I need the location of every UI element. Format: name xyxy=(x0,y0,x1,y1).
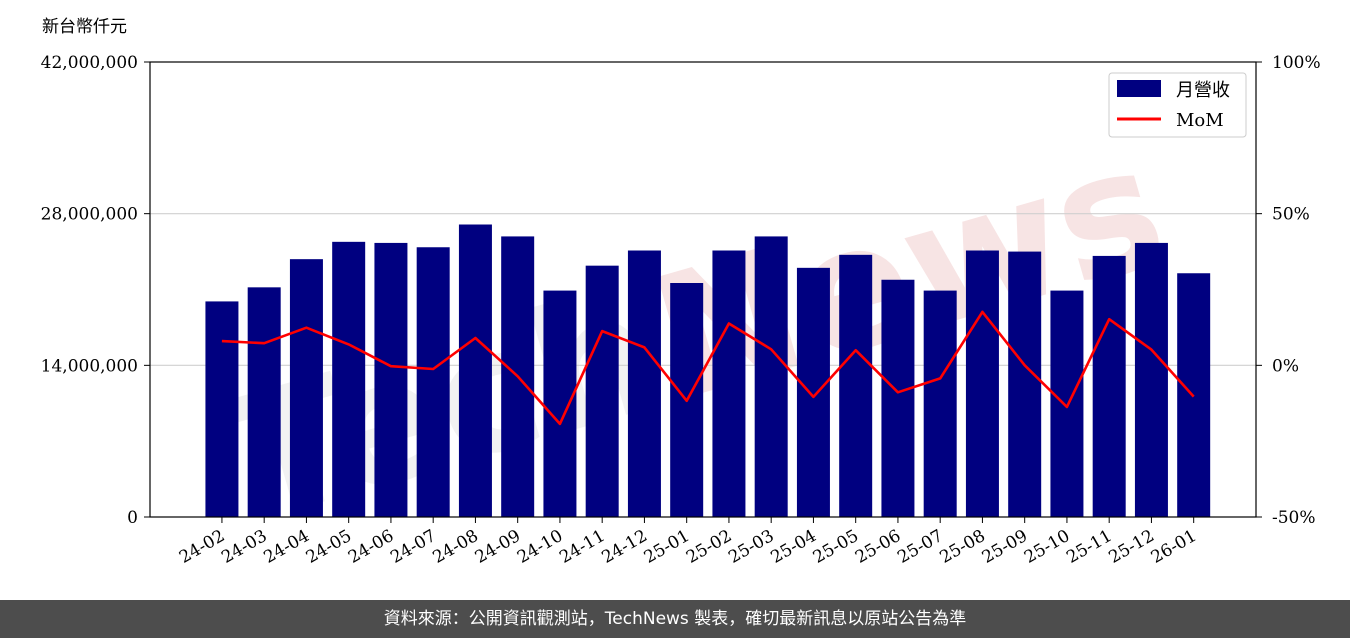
left-tick-label: 14,000,000 xyxy=(41,356,138,376)
bar-24-12 xyxy=(627,250,661,517)
bar-24-08 xyxy=(458,224,492,517)
left-tick-label: 42,000,000 xyxy=(41,53,138,73)
x-tick-label-25-04: 25-04 xyxy=(767,526,819,568)
x-tick-label-24-10: 24-10 xyxy=(514,526,566,568)
bar-25-05 xyxy=(839,254,873,518)
left-tick-label: 0 xyxy=(127,508,138,528)
legend-bar-swatch xyxy=(1117,80,1161,97)
source-footer: 資料來源：公開資訊觀測站，TechNews 製表，確切最新訊息以原站公告為準 xyxy=(0,600,1350,638)
x-tick-label-25-06: 25-06 xyxy=(852,526,904,568)
bar-25-03 xyxy=(754,236,788,517)
left-tick-label: 28,000,000 xyxy=(41,205,138,225)
bar-24-02 xyxy=(205,301,239,517)
right-tick-label: 0% xyxy=(1272,356,1299,376)
x-tick-label-25-05: 25-05 xyxy=(810,526,862,568)
x-tick-label-25-11: 25-11 xyxy=(1063,526,1115,568)
x-tick-label-24-02: 24-02 xyxy=(176,526,228,568)
bar-24-10 xyxy=(543,290,577,517)
x-tick-label-24-11: 24-11 xyxy=(556,526,608,568)
bar-25-11 xyxy=(1092,255,1126,517)
x-tick-label-24-09: 24-09 xyxy=(472,526,524,568)
right-axis: -50% 0% 50% 100% xyxy=(1256,53,1321,528)
right-tick-label: -50% xyxy=(1272,508,1316,528)
bar-24-11 xyxy=(585,265,619,517)
left-axis: 0 14,000,000 28,000,000 42,000,000 xyxy=(41,53,150,528)
bar-24-05 xyxy=(332,241,366,518)
x-tick-label-24-08: 24-08 xyxy=(429,526,481,568)
x-tick-label-24-07: 24-07 xyxy=(387,526,439,568)
legend-label-mom: MoM xyxy=(1176,110,1224,131)
x-tick-label-24-12: 24-12 xyxy=(598,526,650,568)
bar-25-08 xyxy=(965,250,999,517)
x-tick-label-25-01: 25-01 xyxy=(641,526,693,568)
mom-line xyxy=(221,310,1195,426)
legend: 月營收 MoM xyxy=(1108,72,1247,138)
x-tick-label-25-08: 25-08 xyxy=(936,526,988,568)
bar-24-06 xyxy=(374,242,408,517)
bar-25-09 xyxy=(1008,251,1042,518)
y-axis-unit-label: 新台幣仟元 xyxy=(42,17,127,37)
mom-line-series xyxy=(221,310,1195,426)
bar-25-04 xyxy=(796,267,830,517)
x-tick-label-25-02: 25-02 xyxy=(683,526,735,568)
x-tick-label-25-10: 25-10 xyxy=(1021,526,1073,568)
x-tick-label-26-01: 26-01 xyxy=(1148,526,1200,568)
bar-25-02 xyxy=(712,250,746,517)
revenue-chart: 新台幣仟元 Tech News 014,000,00028,000,00042,… xyxy=(41,17,1321,568)
bar-25-07 xyxy=(923,290,957,517)
bar-series xyxy=(205,224,1211,518)
bar-25-06 xyxy=(881,279,915,517)
bar-25-10 xyxy=(1050,290,1084,517)
bar-25-12 xyxy=(1134,242,1168,517)
x-tick-label-25-07: 25-07 xyxy=(894,526,946,568)
x-tick-label-25-12: 25-12 xyxy=(1105,526,1157,568)
bar-24-03 xyxy=(247,287,281,517)
right-tick-label: 100% xyxy=(1272,53,1321,73)
x-tick-label-24-03: 24-03 xyxy=(218,526,270,568)
bar-24-07 xyxy=(416,247,450,517)
x-tick-label-25-03: 25-03 xyxy=(725,526,777,568)
legend-label-revenue: 月營收 xyxy=(1176,80,1230,101)
x-tick-label-25-09: 25-09 xyxy=(979,526,1031,568)
right-tick-label: 50% xyxy=(1272,205,1310,225)
bar-24-04 xyxy=(289,259,323,517)
plot-frame xyxy=(149,61,1257,518)
